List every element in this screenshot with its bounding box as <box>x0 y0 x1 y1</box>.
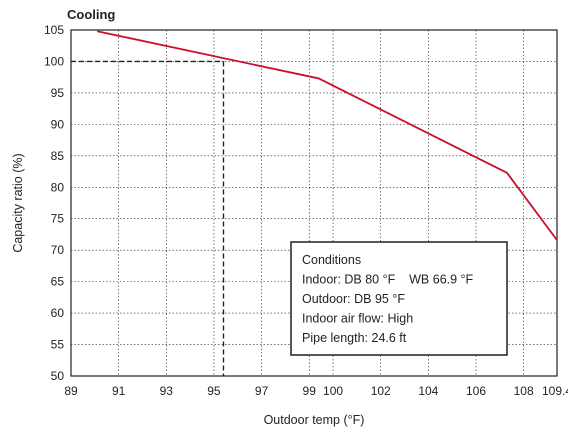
x-tick-label: 100 <box>323 384 343 398</box>
y-tick-label: 80 <box>51 180 65 194</box>
reference-lines <box>71 60 225 376</box>
x-tick-label: 93 <box>160 384 174 398</box>
x-tick-label: 109.4 <box>542 384 568 398</box>
conditions-airflow: Indoor air flow: High <box>302 312 413 326</box>
y-tick-label: 95 <box>51 86 65 100</box>
x-tick-label: 102 <box>371 384 391 398</box>
y-tick-label: 75 <box>51 212 65 226</box>
y-tick-label: 65 <box>51 275 65 289</box>
x-tick-label: 97 <box>255 384 269 398</box>
series-line <box>97 30 558 241</box>
y-axis-title: Capacity ratio (%) <box>11 153 25 252</box>
y-tick-label: 50 <box>51 369 65 383</box>
x-tick-label: 91 <box>112 384 126 398</box>
conditions-pipe-length: Pipe length: 24.6 ft <box>302 331 407 345</box>
chart-title: Cooling <box>67 7 115 22</box>
y-tick-label: 70 <box>51 243 65 257</box>
conditions-outdoor: Outdoor: DB 95 °F <box>302 292 405 306</box>
series-group <box>97 30 558 241</box>
x-tick-label: 89 <box>64 384 78 398</box>
x-tick-labels: 89 91 93 95 97 99 100 102 104 106 108 109.4 <box>64 384 568 398</box>
conditions-title: Conditions <box>302 253 361 267</box>
y-tick-label: 100 <box>44 54 64 68</box>
y-tick-label: 55 <box>51 338 65 352</box>
x-axis-title: Outdoor temp (°F) <box>264 413 365 427</box>
x-tick-label: 106 <box>466 384 486 398</box>
x-tick-label: 108 <box>514 384 534 398</box>
conditions-box: Conditions Indoor: DB 80 °F WB 66.9 °F O… <box>290 241 508 356</box>
x-tick-label: 99 <box>303 384 317 398</box>
plot-frame <box>70 29 558 377</box>
y-tick-labels: 50 55 60 65 70 75 80 85 90 95 100 105 <box>44 23 64 383</box>
y-tick-label: 85 <box>51 149 65 163</box>
y-tick-label: 105 <box>44 23 64 37</box>
x-tick-label: 95 <box>207 384 221 398</box>
y-tick-label: 60 <box>51 306 65 320</box>
conditions-indoor: Indoor: DB 80 °F WB 66.9 °F <box>302 273 474 287</box>
y-tick-label: 90 <box>51 117 65 131</box>
x-tick-label: 104 <box>418 384 438 398</box>
conditions-frame <box>290 241 508 356</box>
